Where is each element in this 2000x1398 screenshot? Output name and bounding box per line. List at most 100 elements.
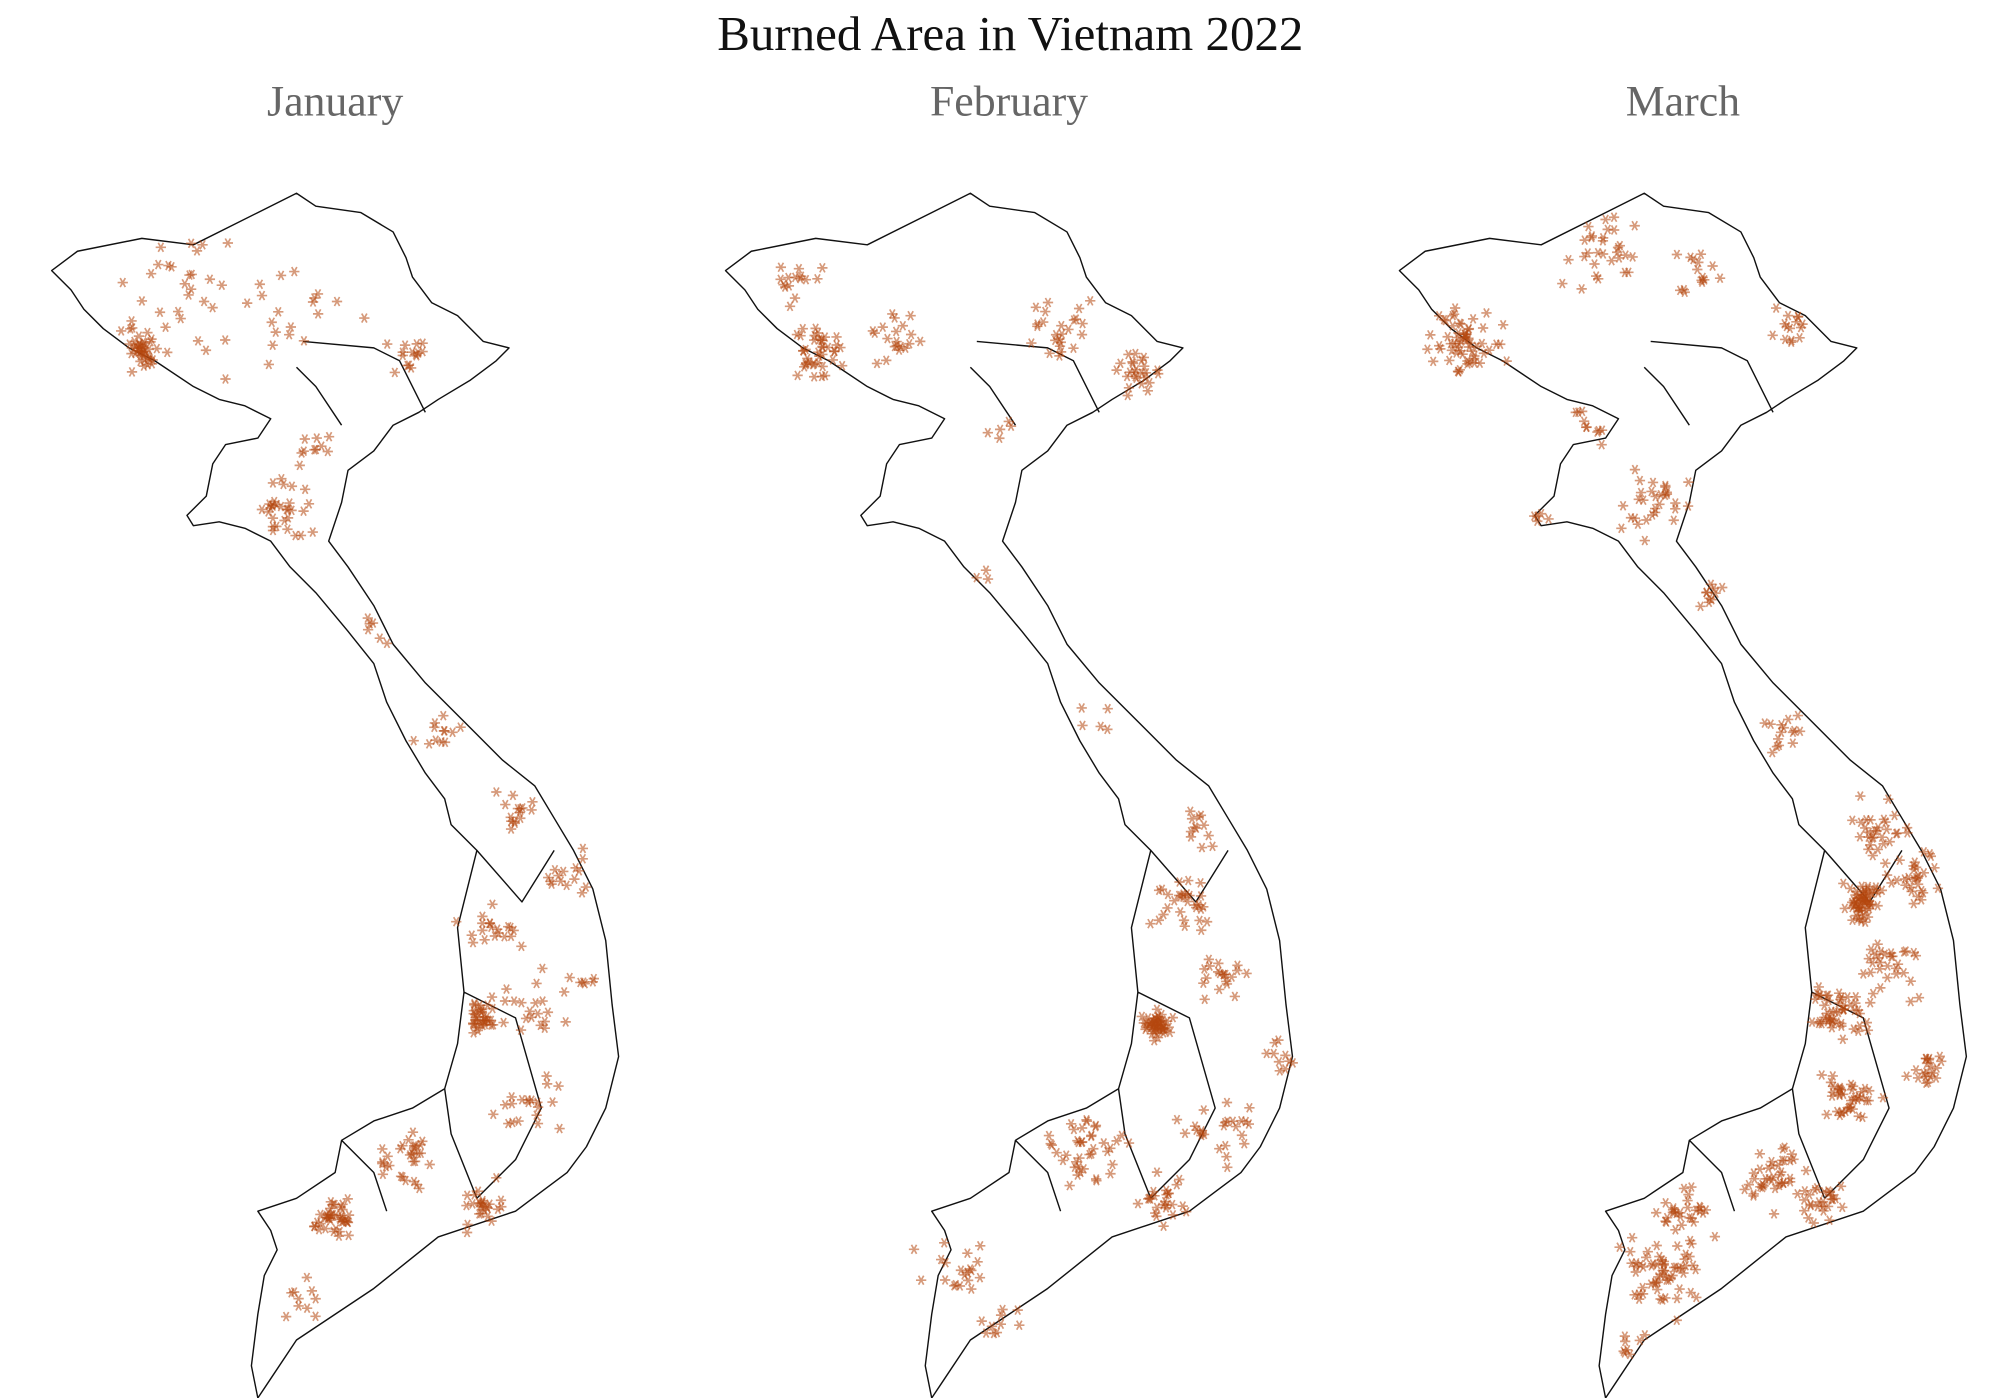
fire-point — [377, 1158, 388, 1169]
fire-point — [1912, 879, 1924, 890]
fire-point — [1199, 994, 1210, 1005]
fire-point — [315, 1209, 326, 1220]
fire-point — [829, 346, 840, 357]
fire-point — [1792, 1188, 1803, 1199]
fire-point — [1139, 361, 1150, 372]
fire-point — [1934, 1051, 1945, 1062]
fire-point — [1819, 1012, 1830, 1023]
fire-point — [1478, 348, 1490, 359]
fire-point — [1825, 1077, 1837, 1088]
fire-point — [270, 327, 281, 338]
fire-point — [469, 1018, 481, 1029]
fire-point — [573, 865, 585, 876]
fire-point — [310, 1293, 321, 1304]
fire-point — [1691, 1292, 1702, 1303]
fire-point — [1194, 915, 1205, 926]
fire-point — [802, 353, 813, 364]
fire-point — [322, 446, 333, 457]
fire-point — [816, 371, 828, 382]
fire-point — [559, 987, 570, 997]
fire-point — [1779, 1142, 1790, 1153]
fire-point — [222, 238, 233, 248]
fire-point — [284, 329, 295, 340]
fire-point — [1629, 464, 1641, 475]
fire-point — [384, 1160, 395, 1171]
fire-point — [309, 293, 320, 303]
fire-point — [1781, 321, 1792, 332]
fire-point — [1854, 831, 1866, 842]
fire-point — [1181, 1206, 1192, 1217]
fire-point — [414, 1183, 425, 1194]
fire-point — [817, 349, 828, 360]
fire-point — [126, 366, 138, 377]
fire-point — [130, 348, 141, 358]
fire-point — [1865, 814, 1876, 825]
fire-point — [576, 887, 588, 898]
fire-point — [789, 293, 801, 304]
fire-point — [1891, 828, 1903, 839]
fire-point — [1901, 822, 1913, 833]
fire-point — [904, 338, 915, 349]
fire-point — [1922, 1077, 1934, 1088]
fire-point — [1157, 1023, 1168, 1033]
fire-point — [266, 317, 277, 328]
fire-point — [1818, 1206, 1829, 1216]
fire-point — [151, 343, 162, 354]
fire-point — [962, 1248, 973, 1259]
fire-point — [1646, 486, 1657, 497]
fire-point — [1641, 1252, 1652, 1263]
fire-point — [1280, 1050, 1291, 1061]
fire-point — [514, 807, 525, 818]
fire-point — [1674, 1284, 1685, 1294]
fire-point — [1198, 1105, 1209, 1115]
fire-point — [505, 824, 517, 835]
fire-point — [816, 335, 828, 346]
fire-point — [1688, 254, 1699, 265]
fire-point — [779, 282, 791, 292]
fire-point — [1090, 1174, 1102, 1184]
fire-point — [290, 530, 301, 541]
fire-point — [560, 1016, 571, 1027]
fire-point — [1448, 338, 1460, 349]
fire-point — [1105, 1168, 1116, 1179]
fire-point — [553, 1081, 564, 1091]
fire-point — [1221, 1097, 1233, 1108]
fire-point — [1717, 582, 1728, 593]
fire-point — [1151, 1167, 1163, 1178]
fire-point — [1757, 1182, 1768, 1193]
fire-point — [1612, 247, 1623, 258]
fire-point — [1144, 1193, 1155, 1204]
fire-point — [890, 326, 902, 337]
fire-point — [362, 624, 374, 635]
fire-point — [554, 1123, 565, 1134]
fire-point — [364, 618, 375, 629]
fire-point — [1043, 1130, 1055, 1141]
fire-point — [397, 350, 408, 361]
fire-point — [1161, 1185, 1172, 1196]
fire-point — [1140, 1024, 1151, 1035]
fire-point — [553, 870, 564, 881]
fire-point — [1461, 335, 1472, 345]
fire-point — [1076, 703, 1087, 713]
fire-point — [275, 501, 287, 512]
fire-point — [1240, 1116, 1251, 1127]
fire-point — [889, 341, 901, 352]
fire-point — [359, 313, 370, 323]
fire-point — [988, 1328, 1000, 1339]
fire-point — [1214, 984, 1225, 995]
fire-point — [1658, 1260, 1669, 1270]
fire-point — [809, 330, 820, 341]
fire-point — [254, 279, 265, 290]
fire-point — [994, 424, 1006, 435]
fire-point — [1647, 477, 1659, 488]
fire-point — [1632, 519, 1644, 530]
fire-point — [172, 306, 184, 317]
fire-point — [1040, 306, 1051, 317]
fire-point — [491, 787, 502, 797]
fire-point — [439, 737, 451, 748]
fire-point — [1625, 1246, 1636, 1257]
fire-point — [1878, 838, 1889, 849]
fire-point — [1848, 895, 1860, 906]
fire-point — [1880, 858, 1891, 869]
fire-point — [204, 274, 216, 285]
